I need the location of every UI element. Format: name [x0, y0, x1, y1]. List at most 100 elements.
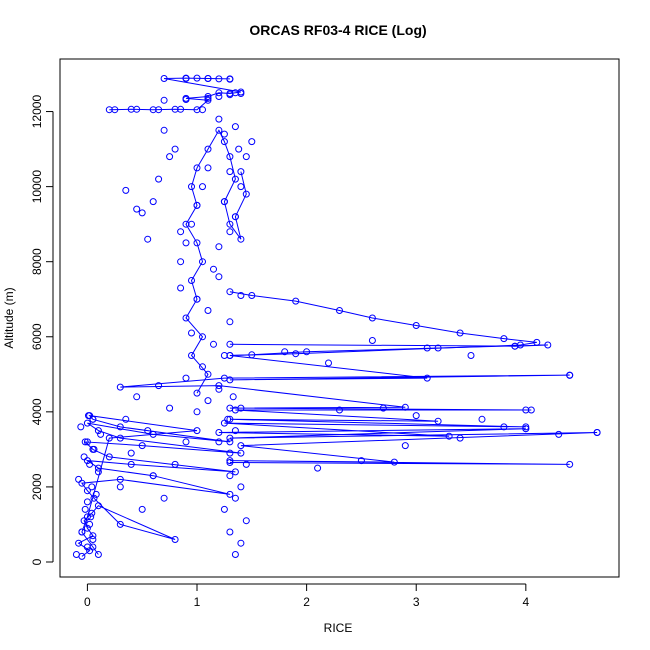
data-point	[188, 352, 195, 359]
data-point	[423, 344, 431, 352]
data-point	[231, 551, 239, 558]
data-point	[149, 106, 157, 114]
data-point	[77, 423, 85, 431]
y-tick-label: 10000	[30, 170, 44, 204]
data-point	[193, 74, 201, 82]
data-point	[88, 509, 96, 517]
data-point	[72, 551, 80, 558]
data-point	[226, 459, 234, 466]
data-point	[155, 106, 163, 114]
data-point	[242, 460, 250, 468]
data-point	[237, 449, 245, 457]
data-point	[166, 404, 174, 412]
data-point	[237, 90, 245, 97]
data-point	[182, 239, 190, 247]
data-point	[160, 126, 168, 134]
x-tick-label: 3	[413, 595, 420, 609]
data-point	[292, 297, 300, 305]
data-point	[160, 494, 168, 502]
data-point	[215, 126, 223, 134]
data-point	[94, 468, 102, 476]
data-point	[215, 429, 223, 436]
data-point	[226, 415, 234, 423]
data-point	[171, 536, 179, 543]
data-point	[127, 449, 135, 457]
data-point	[204, 164, 212, 172]
data-point	[231, 427, 239, 435]
data-point	[281, 348, 289, 356]
data-point	[303, 348, 311, 356]
data-point	[379, 404, 387, 412]
data-point	[83, 524, 91, 532]
data-point	[92, 490, 100, 498]
data-point	[149, 198, 157, 206]
data-point	[226, 434, 234, 442]
y-tick-label: 6000	[30, 323, 44, 350]
data-point	[188, 183, 195, 191]
data-point	[83, 498, 91, 506]
data-point	[177, 105, 185, 113]
data-point	[237, 442, 245, 450]
data-point	[242, 190, 250, 198]
data-point	[199, 363, 206, 371]
data-point	[94, 551, 102, 558]
data-point	[193, 427, 201, 435]
data-point	[215, 93, 223, 100]
y-tick-label: 4000	[30, 398, 44, 425]
data-point	[248, 292, 256, 299]
chart-title: ORCAS RF03-4 RICE (Log)	[249, 22, 426, 38]
data-point	[226, 153, 234, 161]
data-point	[144, 427, 152, 435]
data-point	[116, 475, 124, 483]
data-point	[127, 460, 135, 468]
data-point	[193, 408, 201, 416]
data-point	[242, 517, 250, 525]
data-point	[199, 183, 206, 191]
data-point	[456, 329, 464, 337]
data-point	[83, 438, 91, 446]
data-point	[83, 487, 91, 495]
data-point	[533, 338, 541, 346]
data-point	[237, 539, 245, 547]
data-point	[248, 138, 256, 146]
data-point	[155, 175, 163, 183]
data-point	[133, 105, 141, 113]
data-point	[500, 423, 508, 431]
data-point	[226, 228, 234, 236]
data-point	[105, 453, 113, 461]
data-point	[204, 370, 212, 378]
data-point	[193, 389, 201, 397]
data-point	[138, 505, 146, 513]
y-tick-label: 12000	[30, 95, 44, 129]
data-point	[593, 429, 601, 436]
data-point	[226, 75, 234, 83]
x-tick-label: 1	[194, 595, 201, 609]
data-point	[122, 415, 130, 423]
x-tick-label: 0	[84, 595, 91, 609]
data-point	[116, 434, 124, 442]
y-tick-label: 2000	[30, 473, 44, 500]
data-point	[182, 75, 190, 82]
data-point	[226, 376, 234, 384]
data-point	[242, 153, 250, 161]
data-point	[138, 209, 146, 217]
data-point	[188, 277, 195, 284]
data-point	[210, 265, 217, 273]
data-point	[456, 434, 464, 442]
data-point	[138, 442, 146, 450]
data-point	[231, 468, 239, 476]
data-point	[86, 460, 94, 468]
data-point	[78, 528, 86, 536]
data-point	[220, 198, 228, 206]
data-point	[75, 539, 83, 547]
data-point	[177, 284, 185, 292]
data-point	[215, 273, 223, 281]
data-point	[85, 412, 92, 420]
data-point	[412, 412, 420, 420]
data-point	[220, 130, 228, 138]
data-point	[412, 322, 420, 329]
data-point	[133, 393, 141, 401]
y-axis-label: Altitude (m)	[2, 287, 16, 348]
data-point	[182, 314, 190, 322]
